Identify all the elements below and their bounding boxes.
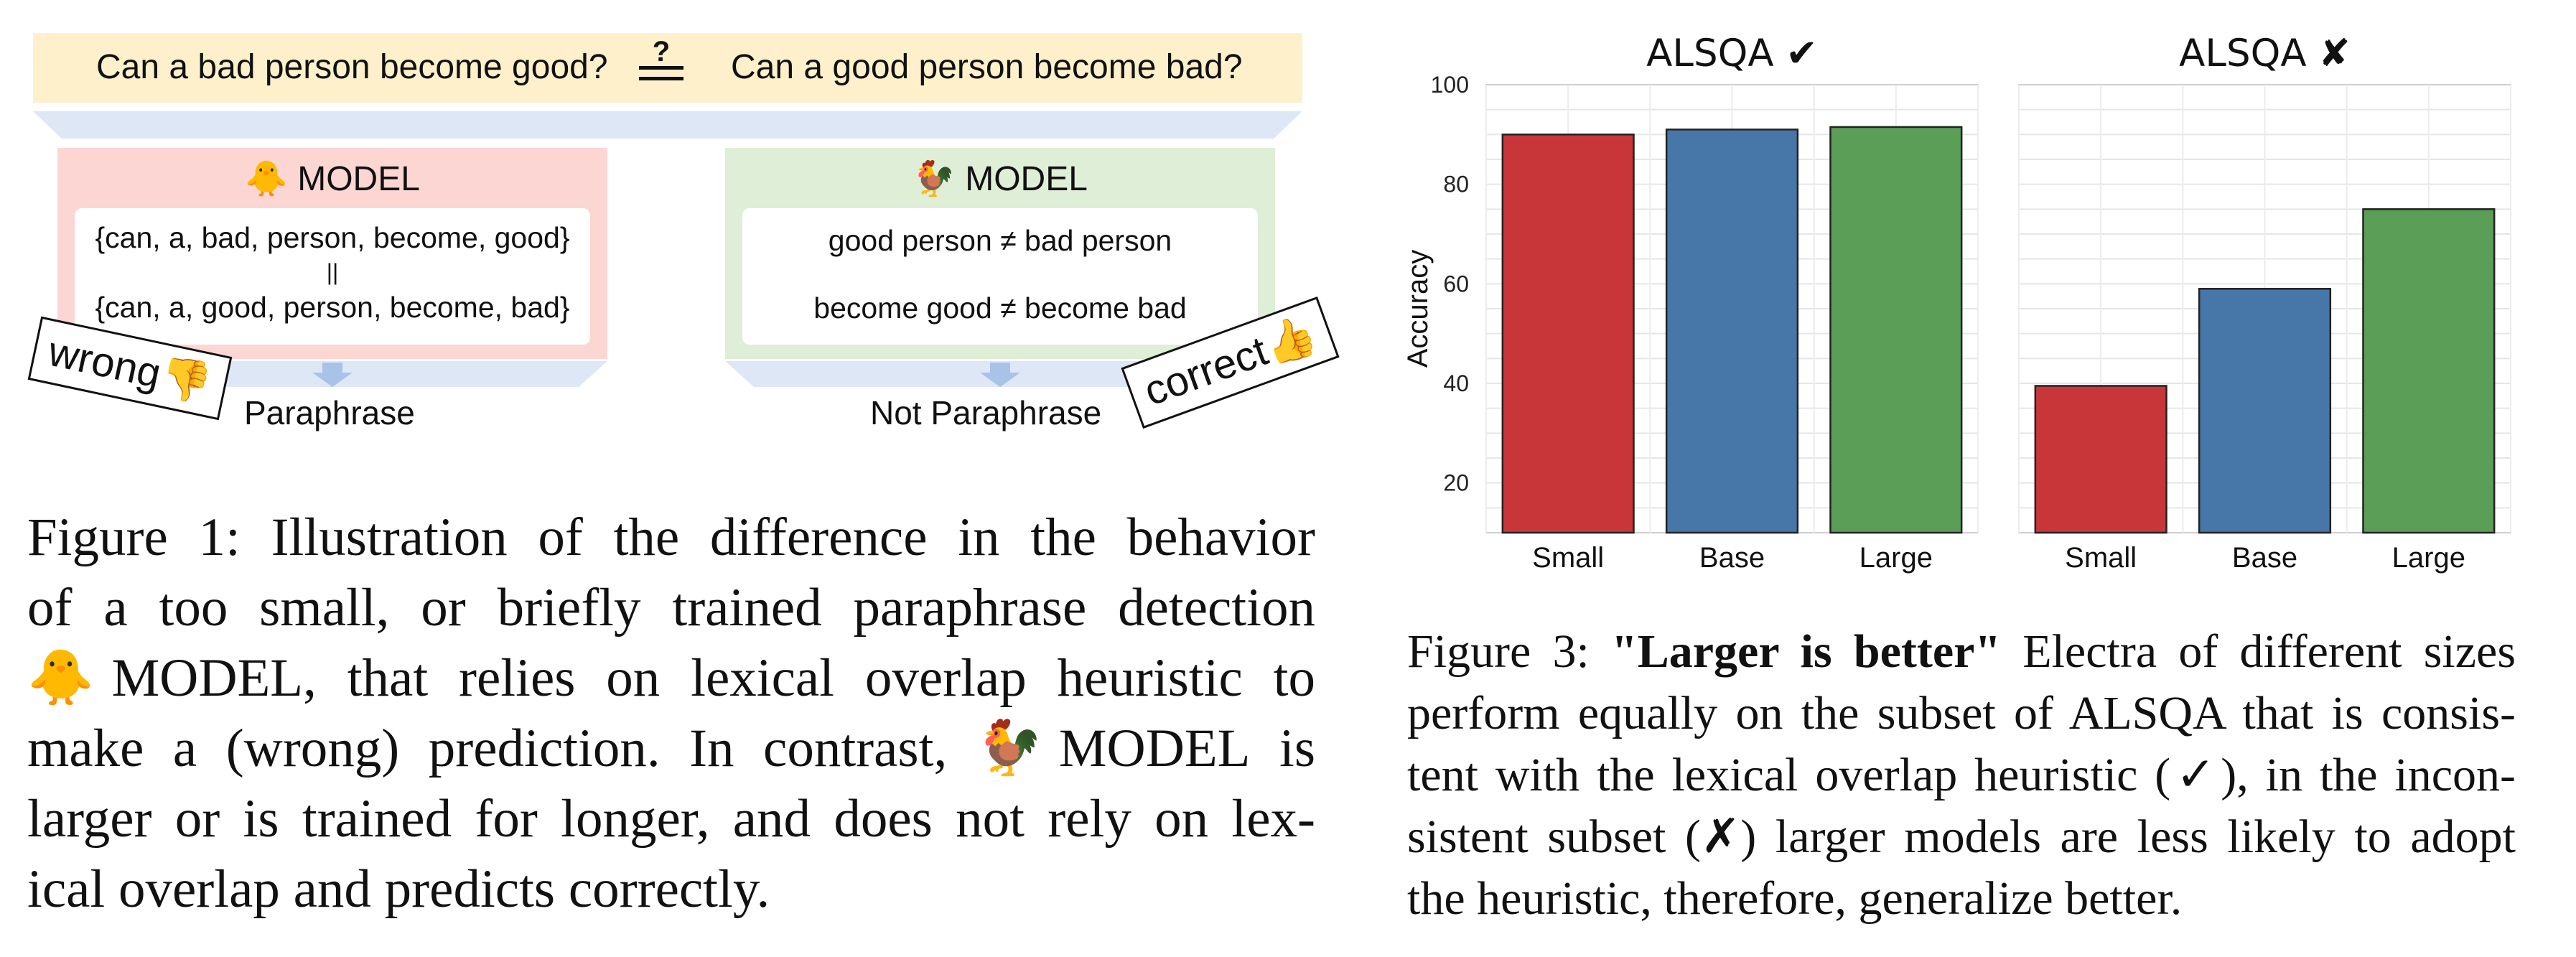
x-tick-label: Small [2065,542,2137,574]
question-left: Can a bad person become good? [96,48,608,86]
model-name: MODEL [1058,719,1251,778]
bar-large [1829,126,1963,534]
left-model-title: 🐥 MODEL [57,158,607,199]
bar-large [2362,208,2496,534]
right-inequality-1: good person ≠ bad person [828,224,1172,257]
x-tick-label: Large [2392,542,2465,574]
left-bag-of-words-2: {can, a, good, person, become, bad} [95,291,570,324]
left-model-label: MODEL [297,160,420,198]
figure1-caption-line: Figure 1: Illustration of the difference… [27,508,1315,567]
panel-title: ALSQA ✘ [2179,32,2351,75]
bar-base [2198,288,2332,534]
figure1-caption-line: ical overlap and predicts correctly. [27,859,770,919]
right-model-box [742,208,1258,345]
panel-title: ALSQA ✔ [1646,32,1818,75]
y-axis-label: Accuracy [1402,250,1434,368]
rooster-icon: 🐓 [913,160,956,198]
figure1-caption-line: of a too small, or briefly trained parap… [27,578,1315,638]
y-tick-label: 60 [1443,271,1469,297]
figure3-caption-line: tent with the lexical overlap heuristic … [1407,749,2516,801]
chick-icon: 🐥 [245,160,288,198]
rooster-icon: 🐓 [976,719,1059,778]
right-model-title: 🐓 MODEL [725,158,1275,199]
x-tick-label: Base [2232,542,2297,574]
x-tick-label: Large [1859,542,1933,574]
question-equal-symbol: ? [639,37,683,80]
thumbs-down-icon: 👎 [155,351,216,409]
connector-band [33,111,1302,139]
right-inequality-2: become good ≠ become bad [813,291,1187,325]
left-model-box [75,208,590,345]
figure3-caption-line: perform equally on the subset of ALSQA t… [1407,687,2516,739]
y-tick-label: 20 [1443,470,1469,496]
right-prediction: Not Paraphrase [870,394,1102,431]
figure1-caption: Figure 1: Illustration of the difference… [27,503,1315,925]
figure3-caption-line: the heuristic, therefore, generalize bet… [1407,872,2183,925]
figure1-caption-line: larger or is trained for longer, and doe… [27,789,1315,849]
figure3-caption: Figure 3: "Larger is better" Electra of … [1407,621,2516,930]
bar-small [2034,385,2167,534]
bar-base [1665,129,1799,534]
figure3-caption-line: Figure 3: "Larger is better" Electra of … [1407,625,2516,678]
chick-icon: 🐥 [27,648,112,708]
x-tick-label: Base [1699,542,1765,574]
left-prediction: Paraphrase [244,394,415,431]
figure1-caption-line: make a (wrong) prediction. In contrast, … [27,719,1316,778]
left-bag-of-words-1: {can, a, bad, person, become, good} [95,221,570,254]
question-right: Can a good person become bad? [731,48,1243,86]
figure1-caption-line: 🐥MODEL, that relies on lexical overlap h… [27,648,1315,708]
model-name: MODEL [111,648,304,708]
caption-emphasis: "Larger is better" [1611,625,2002,678]
y-tick-label: 40 [1443,370,1469,396]
figure3-chart: Accuracy 20 40 60 80 100 ALSQA ✔ Small Base Large… [1402,32,2511,574]
left-equality-sign: || [326,259,339,285]
x-tick-label: Small [1532,542,1604,574]
figure3-caption-line: sistent subset (✗) larger models are les… [1407,811,2516,863]
y-tick-label: 80 [1443,172,1469,197]
bar-small [1501,134,1635,534]
y-tick-label: 100 [1431,72,1469,98]
right-model-label: MODEL [965,160,1088,198]
